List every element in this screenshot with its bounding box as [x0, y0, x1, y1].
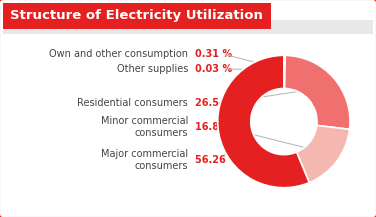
Text: 56.26 %: 56.26 % [195, 155, 239, 165]
Text: Own and other consumption: Own and other consumption [49, 49, 188, 59]
Text: 0.03 %: 0.03 % [195, 64, 232, 74]
Text: Residential consumers: Residential consumers [77, 98, 188, 108]
Text: Other supplies: Other supplies [117, 64, 188, 74]
Text: 0.31 %: 0.31 % [195, 49, 232, 59]
Bar [3, 20, 373, 34]
Bar [3, 3, 271, 29]
Wedge shape [218, 55, 309, 188]
Text: 16.86 %: 16.86 % [195, 122, 239, 132]
Text: Structure of Electricity Utilization: Structure of Electricity Utilization [10, 10, 263, 23]
Text: Major commercial
consumers: Major commercial consumers [101, 149, 188, 171]
Wedge shape [285, 55, 350, 129]
Text: Minor commercial
consumers: Minor commercial consumers [101, 116, 188, 138]
Text: 26.54 %: 26.54 % [195, 98, 239, 108]
Wedge shape [297, 125, 350, 183]
Wedge shape [284, 55, 285, 89]
